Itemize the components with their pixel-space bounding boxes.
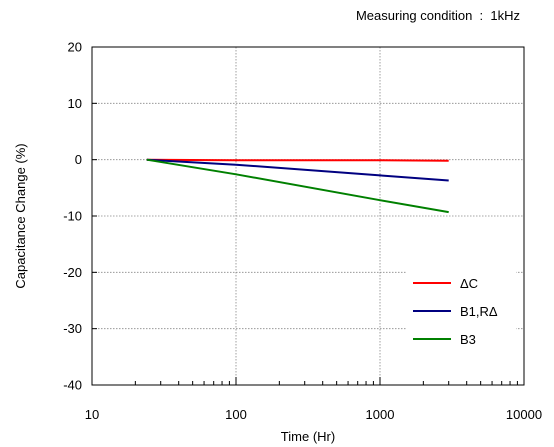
series-line-0 [146,158,449,162]
x-tick-label: 1000 [366,407,395,422]
y-tick-label: -30 [63,321,82,336]
measuring-condition-note: Measuring condition : 1kHz [355,8,520,23]
y-tick-label: -20 [63,265,82,280]
y-tick-label: -10 [63,209,82,224]
legend-label: B1,RΔ [460,304,498,319]
x-tick-label: 100 [225,407,247,422]
series-line-2 [146,158,449,214]
x-tick-label: 10000 [506,407,542,422]
y-tick-label: -40 [63,378,82,393]
series-line-1 [146,158,449,182]
y-tick-label: 20 [68,40,82,55]
series-lines [146,158,449,214]
y-axis-label: Capacitance Change (%) [13,143,28,288]
legend: ΔC B1,RΔ B3 [406,270,516,360]
legend-label: ΔC [460,276,478,291]
legend-box [406,270,516,360]
x-axis-label: Time (Hr) [281,429,335,444]
y-tick-label: 10 [68,96,82,111]
legend-label: B3 [460,332,476,347]
y-tick-label: 0 [75,152,82,167]
x-tick-label: 10 [85,407,99,422]
